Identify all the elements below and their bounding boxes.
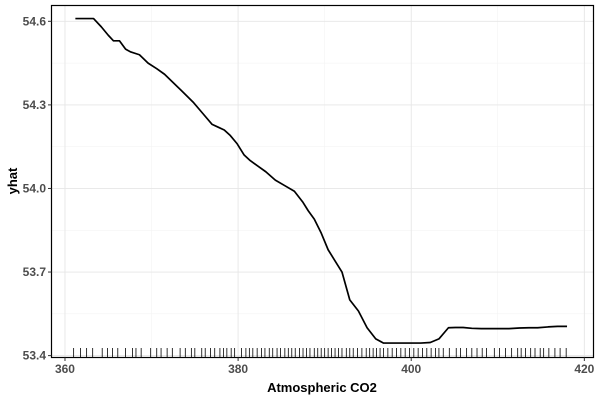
x-axis-title: Atmospheric CO2 [267, 380, 377, 395]
x-tick-label: 400 [401, 362, 421, 376]
y-tick-label: 53.7 [23, 265, 47, 279]
x-tick-label: 360 [55, 362, 75, 376]
series-line [75, 17, 568, 344]
x-tick-label: 380 [228, 362, 248, 376]
series-line-group [75, 17, 568, 344]
y-tick-label: 54.6 [23, 14, 47, 28]
plot-frame [50, 4, 595, 359]
x-tick-label: 420 [574, 362, 594, 376]
y-tick-label: 54.0 [23, 181, 47, 195]
y-axis-title: yhat [5, 167, 20, 194]
y-tick-label: 53.4 [23, 349, 47, 363]
grid [52, 6, 593, 357]
rug-marks [73, 348, 567, 357]
y-tick-label: 54.3 [23, 98, 47, 112]
y-axis-ticks: 53.4 53.7 54.0 54.3 54.6 [23, 14, 52, 363]
x-axis-ticks: 360 380 400 420 [55, 357, 595, 376]
